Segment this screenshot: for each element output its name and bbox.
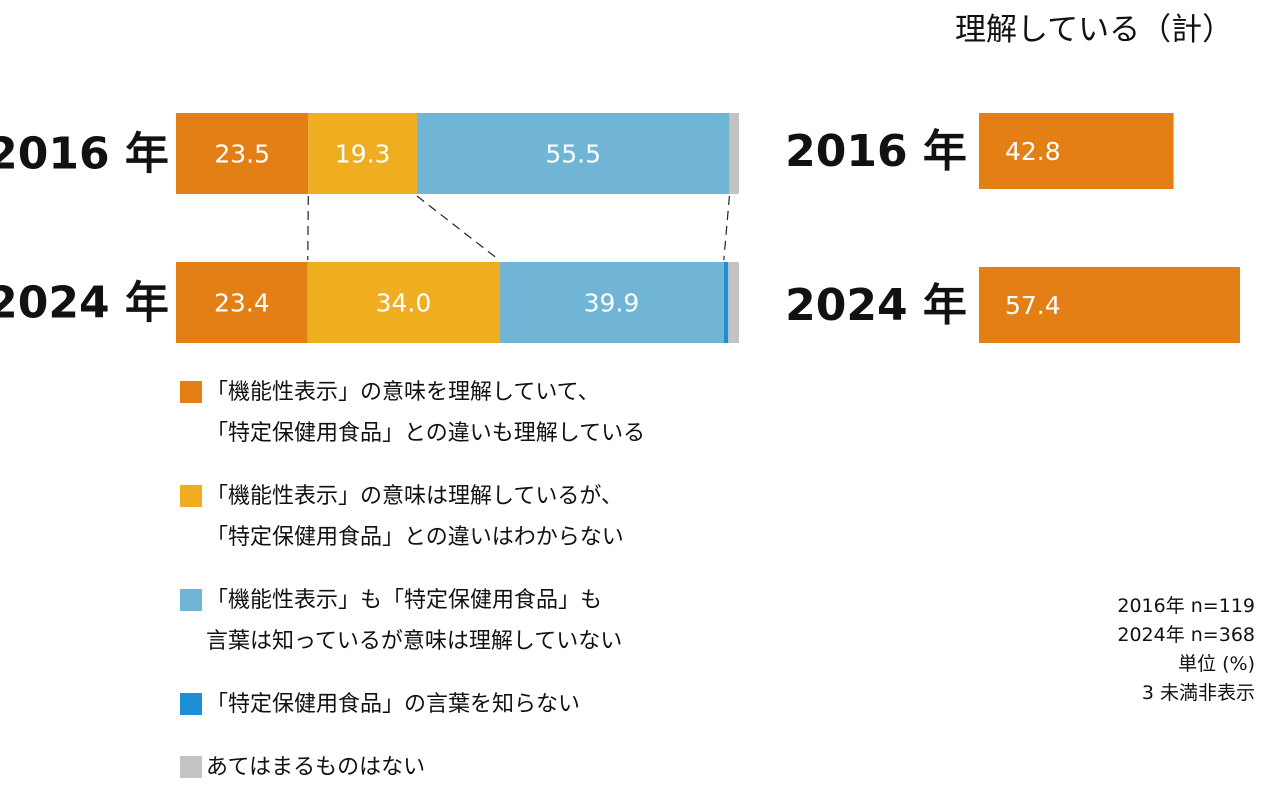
right-category-label-0: 2016 年 bbox=[785, 126, 967, 177]
legend-item-understand-meaning-only: 「機能性表示」の意味は理解しているが、 「特定保健用食品」との違いはわからない bbox=[180, 476, 740, 558]
legend-item-understand-both: 「機能性表示」の意味を理解していて、 「特定保健用食品」との違いも理解している bbox=[180, 372, 740, 454]
category-label-0: 2016 年 bbox=[0, 129, 169, 180]
bar-segment-0-4 bbox=[729, 113, 739, 194]
note-unit: 単位 (%) bbox=[1178, 653, 1255, 675]
bar-segment-0-2 bbox=[416, 113, 730, 194]
right-bar-value-label-1: 57.4 bbox=[1005, 291, 1061, 320]
right-bar-value-label-0: 42.8 bbox=[1005, 137, 1061, 166]
legend: 「機能性表示」の意味を理解していて、 「特定保健用食品」との違いも理解している … bbox=[180, 372, 740, 810]
bar-value-label-1-2: 39.9 bbox=[584, 289, 640, 318]
connector-line-2 bbox=[723, 195, 731, 261]
right-category-label-1: 2024 年 bbox=[785, 280, 967, 331]
bar-segment-1-1 bbox=[307, 262, 500, 343]
bar-value-label-1-1: 34.0 bbox=[376, 289, 432, 318]
bar-segment-1-0 bbox=[176, 262, 308, 343]
bar-value-label-0-0: 23.5 bbox=[214, 140, 270, 169]
legend-item-know-words-only: 「機能性表示」も「特定保健用食品」も 言葉は知っているが意味は理解していない bbox=[180, 580, 740, 662]
legend-label: 「機能性表示」も「特定保健用食品」も 言葉は知っているが意味は理解していない bbox=[206, 588, 623, 654]
legend-swatch bbox=[180, 693, 202, 715]
bar-segment-1-2 bbox=[499, 262, 724, 343]
legend-label: 「機能性表示」の意味は理解しているが、 「特定保健用食品」との違いはわからない bbox=[206, 484, 624, 550]
legend-swatch bbox=[180, 756, 202, 778]
legend-item-dont-know-tokuho: 「特定保健用食品」の言葉を知らない bbox=[180, 684, 740, 725]
connector-lines bbox=[307, 195, 731, 261]
bar-segment-0-1 bbox=[308, 113, 417, 194]
bar-segment-1-4 bbox=[728, 262, 739, 343]
connector-line-1 bbox=[416, 195, 500, 261]
stacked-bar-chart: 2016 年 23.5 19.3 55.5 2024 年 23.4 34.0 39.9 bbox=[0, 113, 739, 343]
legend-swatch bbox=[180, 381, 202, 403]
understand-total-chart: 2016 年 42.8 2024 年 57.4 bbox=[785, 113, 1240, 343]
note-hidden-below-3: 3 未満非表示 bbox=[1141, 682, 1255, 704]
bar-value-label-0-1: 19.3 bbox=[335, 140, 391, 169]
right-bar-1 bbox=[979, 267, 1240, 343]
chart-canvas: 2016 年 23.5 19.3 55.5 2024 年 23.4 34.0 39.9 201… bbox=[0, 113, 1240, 343]
note-n-2024: 2024年 n=368 bbox=[1117, 624, 1255, 646]
connector-line-0 bbox=[307, 195, 309, 261]
note-n-2016: 2016年 n=119 bbox=[1117, 595, 1255, 617]
legend-label: 「特定保健用食品」の言葉を知らない bbox=[206, 692, 581, 717]
legend-swatch bbox=[180, 485, 202, 507]
legend-label: あてはまるものはない bbox=[206, 755, 426, 780]
bar-segment-1-3 bbox=[723, 262, 729, 343]
bar-value-label-0-2: 55.5 bbox=[545, 140, 601, 169]
legend-item-none: あてはまるものはない bbox=[180, 747, 740, 788]
right-bar-0 bbox=[979, 113, 1174, 189]
legend-label: 「機能性表示」の意味を理解していて、 「特定保健用食品」との違いも理解している bbox=[206, 380, 646, 446]
chart-notes: 2016年 n=119 2024年 n=368 単位 (%) 3 未満非表示 bbox=[1117, 592, 1255, 708]
bar-segment-0-0 bbox=[176, 113, 309, 194]
category-label-1: 2024 年 bbox=[0, 278, 169, 329]
legend-swatch bbox=[180, 589, 202, 611]
bar-value-label-1-0: 23.4 bbox=[214, 289, 270, 318]
right-chart-title: 理解している（計） bbox=[955, 12, 1234, 48]
